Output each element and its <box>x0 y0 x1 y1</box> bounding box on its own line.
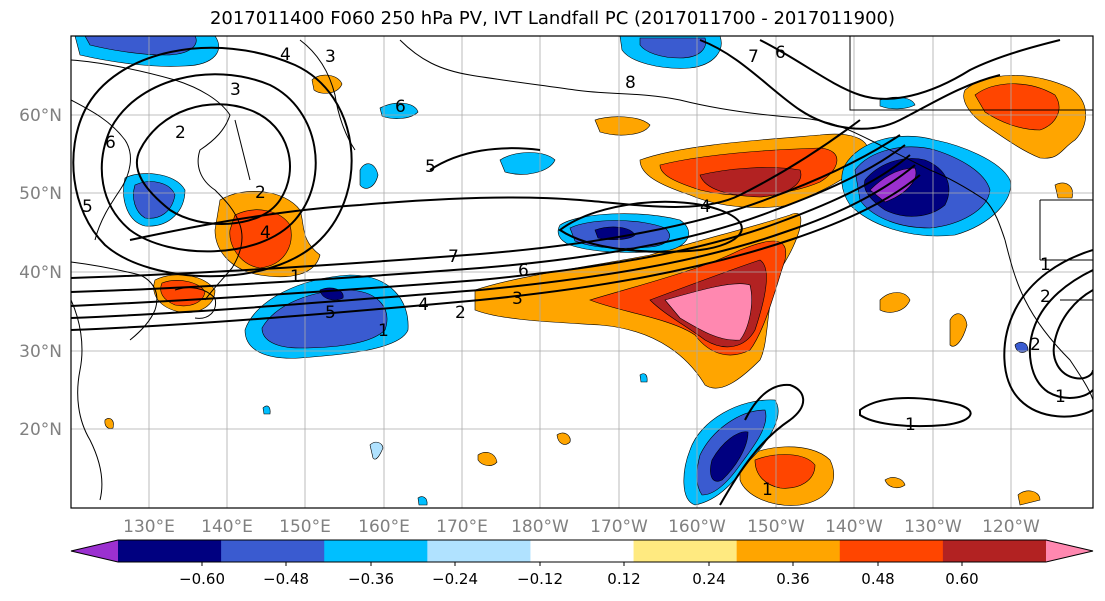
lon-label: 120°W <box>982 517 1040 537</box>
latitude-labels: 60°N 50°N 40°N 30°N 20°N <box>19 106 62 440</box>
colorbar-cell <box>839 540 944 562</box>
colorbar-labels: −0.60 −0.48 −0.36 −0.24 −0.12 0.12 0.24 … <box>179 570 979 588</box>
contour-label: 3 <box>230 80 241 100</box>
lat-label: 60°N <box>19 106 62 126</box>
lat-label: 20°N <box>19 420 62 440</box>
contour-label: 4 <box>700 197 711 217</box>
contour-label: 6 <box>518 261 529 281</box>
contour-label: 6 <box>105 133 116 153</box>
colorbar-cell <box>942 540 1047 562</box>
colorbar-cell <box>633 540 738 562</box>
contour-label: 1 <box>1040 255 1051 275</box>
contour-label: 1 <box>290 267 301 287</box>
colorbar-cell <box>324 540 428 562</box>
colorbar: −0.60 −0.48 −0.36 −0.24 −0.12 0.12 0.24 … <box>70 539 1094 588</box>
colorbar-extension-max <box>1046 540 1093 562</box>
contour-label: 1 <box>1055 387 1066 407</box>
lon-label: 150°E <box>279 517 331 537</box>
colorbar-cell <box>736 540 841 562</box>
colorbar-label: −0.24 <box>432 570 478 588</box>
contour-label: 3 <box>325 47 336 67</box>
coastlines <box>71 36 1093 501</box>
contour-label: 2 <box>255 183 266 203</box>
colorbar-label: 0.60 <box>945 570 978 588</box>
plot-area: 4 3 7 6 3 2 6 5 2 5 4 7 6 5 4 3 2 1 4 1 … <box>71 36 1093 508</box>
graticule <box>71 36 1093 508</box>
contour-label: 2 <box>1040 287 1051 307</box>
colorbar-cell <box>530 540 635 562</box>
colorbar-label: −0.48 <box>263 570 309 588</box>
colorbar-outline <box>70 539 1094 563</box>
lon-label: 170°W <box>590 517 648 537</box>
contour-label: 2 <box>175 123 186 143</box>
colorbar-label: 0.36 <box>776 570 809 588</box>
lat-label: 40°N <box>19 263 62 283</box>
colorbar-ticks <box>201 562 963 566</box>
contour-label: 1 <box>378 321 389 341</box>
colorbar-cells <box>70 539 1094 563</box>
longitude-labels: 130°E 140°E 150°E 160°E 170°E 180°W 170°… <box>123 517 1040 537</box>
map-title: 2017011400 F060 250 hPa PV, IVT Landfall… <box>209 8 896 29</box>
lon-label: 170°E <box>436 517 488 537</box>
contour-label: 5 <box>82 197 93 217</box>
colorbar-label: −0.60 <box>179 570 225 588</box>
contour-label: 2 <box>1030 335 1041 355</box>
lon-label: 180°W <box>511 517 569 537</box>
plot-frame <box>70 35 1094 509</box>
contour-label: 5 <box>425 157 436 177</box>
lon-label: 140°E <box>201 517 253 537</box>
contour-label: 8 <box>625 73 636 93</box>
lon-label: 130°E <box>123 517 175 537</box>
contour-labels: 4 3 7 6 3 2 6 5 2 5 4 7 6 5 4 3 2 1 4 1 … <box>82 43 1066 500</box>
lat-label: 30°N <box>19 342 62 362</box>
lon-label: 140°W <box>825 517 883 537</box>
contour-label: 1 <box>905 415 916 435</box>
contour-label: 1 <box>762 480 773 500</box>
lon-label: 130°W <box>904 517 962 537</box>
colorbar-label: 0.12 <box>607 570 640 588</box>
colorbar-cell <box>427 540 531 562</box>
contour-label: 3 <box>512 289 523 309</box>
contour-label: 2 <box>455 303 466 323</box>
lon-label: 150°W <box>747 517 805 537</box>
contour-label: 5 <box>325 303 336 323</box>
contour-label: 4 <box>260 223 271 243</box>
colorbar-label: 0.24 <box>692 570 725 588</box>
colorbar-extension-min <box>71 540 118 562</box>
contour-label: 4 <box>418 295 429 315</box>
lon-label: 160°E <box>358 517 410 537</box>
colorbar-label: 0.48 <box>861 570 894 588</box>
lon-label: 160°W <box>668 517 726 537</box>
negative-anomaly-fields <box>74 36 1029 506</box>
contour-label: 7 <box>748 47 759 67</box>
pv-contours <box>71 39 1093 506</box>
contour-label: 7 <box>448 247 459 267</box>
colorbar-label: −0.36 <box>348 570 394 588</box>
colorbar-cell <box>118 540 222 562</box>
contour-label: 6 <box>395 97 406 117</box>
lat-label: 50°N <box>19 184 62 204</box>
colorbar-label: −0.12 <box>517 570 563 588</box>
contour-label: 6 <box>775 43 786 63</box>
contour-label: 4 <box>280 45 291 65</box>
colorbar-cell <box>221 540 325 562</box>
